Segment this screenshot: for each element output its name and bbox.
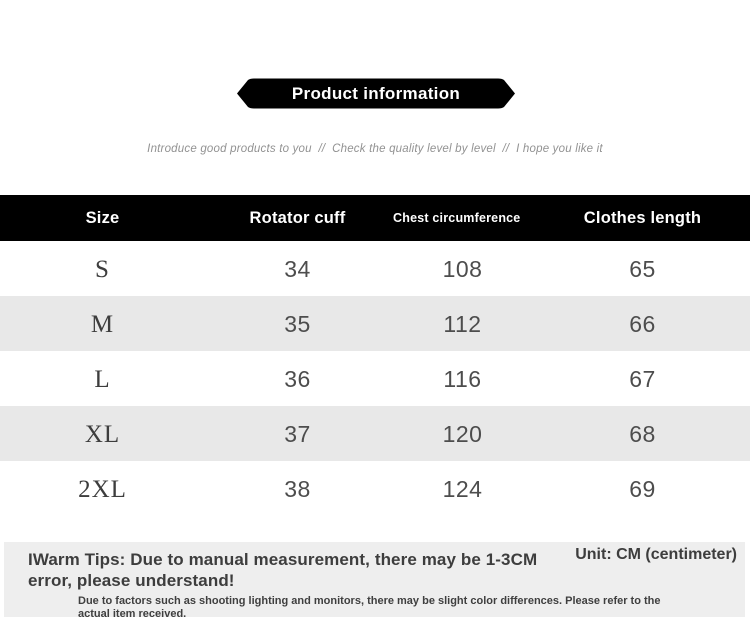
table-row-2xl: 2XL 38 124 69 [0,461,750,516]
rotator-cuff-value: 36 [284,366,311,392]
warm-tips-row: IWarm Tips: Due to manual measurement, t… [28,546,737,592]
column-header-clothes-length: Clothes length [583,208,702,227]
clothes-length-value: 69 [629,476,656,502]
size-value: L [94,365,111,393]
table-row-s: S 34 108 65 [0,241,750,296]
chest-circumference-value: 124 [442,476,483,502]
table-row-l: L 36 116 67 [0,351,750,406]
table-row-xl: XL 37 120 68 [0,406,750,461]
clothes-length-value: 66 [629,311,656,337]
color-difference-note: Due to factors such as shooting lighting… [78,594,661,620]
clothes-length-value: 67 [629,366,656,392]
chest-circumference-value: 116 [443,366,482,392]
clothes-length-value: 68 [629,421,656,447]
table-header-row: Size Rotator cuff Chest circumference Cl… [0,195,750,241]
rotator-cuff-value: 37 [284,421,311,447]
clothes-length-value: 65 [629,256,656,282]
ribbon-banner-shape [237,78,515,109]
column-header-size: Size [85,208,120,227]
rotator-cuff-value: 38 [284,476,311,502]
product-info-banner: Product information [235,77,517,110]
rotator-cuff-value: 35 [284,311,311,337]
size-chart-table: Size Rotator cuff Chest circumference Cl… [0,195,750,516]
size-value: S [95,255,110,283]
warm-tips-section: IWarm Tips: Due to manual measurement, t… [4,542,745,620]
chest-circumference-value: 112 [443,311,482,337]
size-value: 2XL [78,475,127,503]
column-header-chest-circumference: Chest circumference [393,210,521,225]
chest-circumference-value: 108 [442,256,483,282]
unit-label: Unit: CM (centimeter) [575,546,737,563]
size-value: M [90,310,115,338]
banner-title: Product information [291,83,461,103]
table-row-m: M 35 112 66 [0,296,750,351]
rotator-cuff-value: 34 [284,256,311,282]
chest-circumference-value: 120 [442,421,483,447]
tagline-text: Introduce good products to you // Check … [147,143,603,155]
warm-tips-text: IWarm Tips: Due to manual measurement, t… [28,550,538,591]
column-header-rotator-cuff: Rotator cuff [249,208,346,227]
size-value: XL [84,420,121,448]
